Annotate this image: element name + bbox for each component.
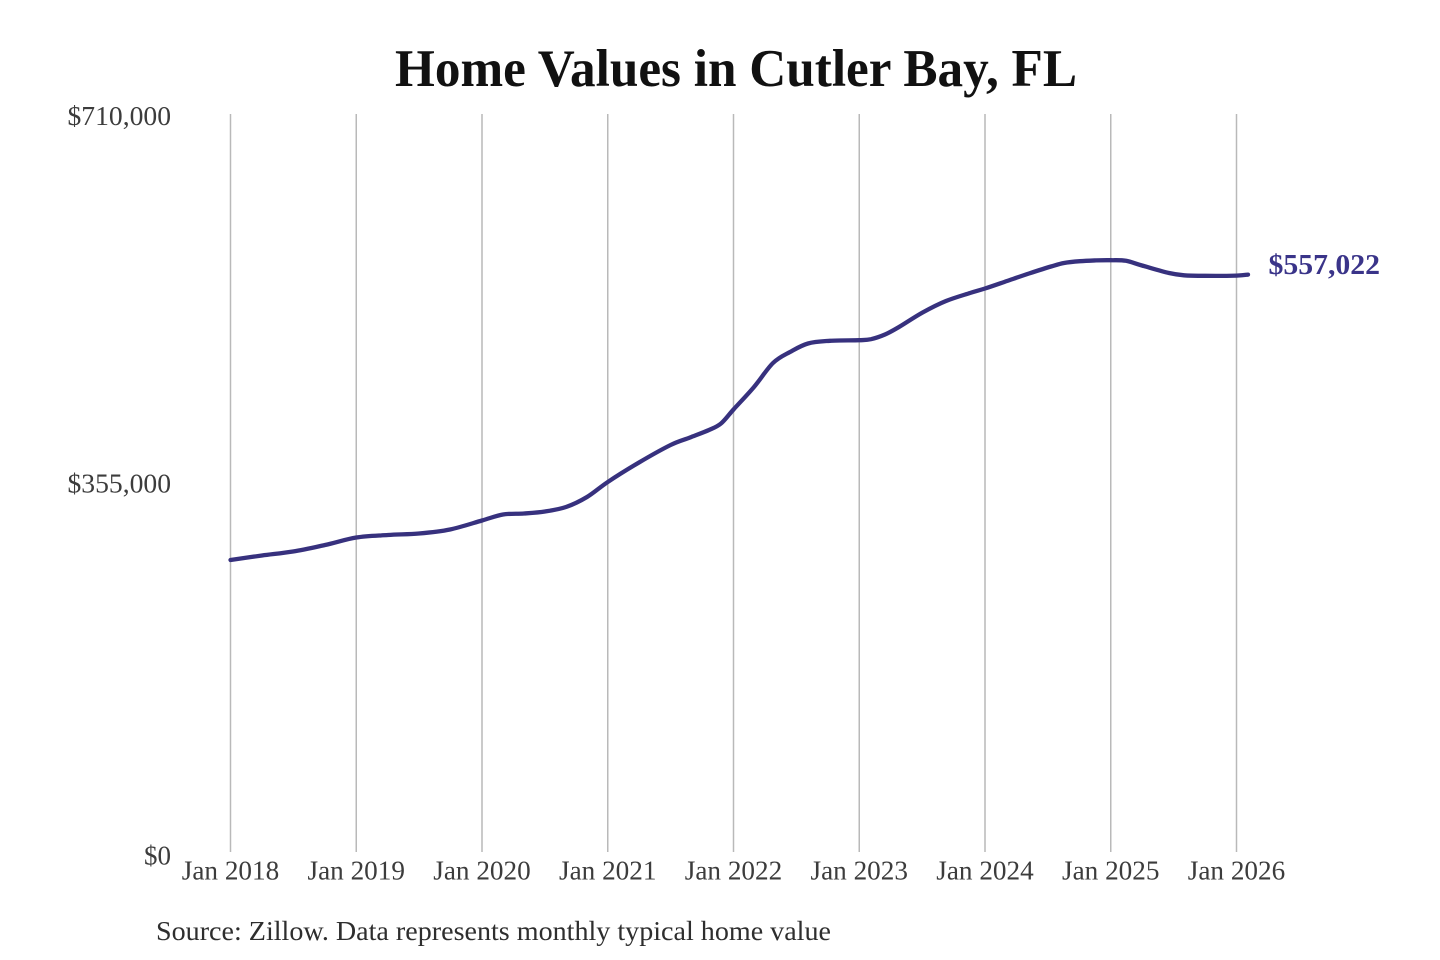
svg-text:$557,022: $557,022	[1269, 250, 1381, 281]
svg-text:Jan 2020: Jan 2020	[433, 856, 531, 886]
svg-text:Jan 2023: Jan 2023	[811, 856, 909, 886]
svg-text:Jan 2026: Jan 2026	[1188, 856, 1286, 886]
svg-text:$355,000: $355,000	[68, 469, 172, 499]
svg-text:Jan 2025: Jan 2025	[1062, 856, 1160, 886]
svg-text:Source: Zillow. Data represent: Source: Zillow. Data represents monthly …	[156, 916, 831, 946]
svg-text:Jan 2022: Jan 2022	[685, 856, 783, 886]
svg-text:Jan 2024: Jan 2024	[936, 856, 1034, 886]
svg-text:Jan 2018: Jan 2018	[182, 856, 280, 886]
svg-text:Jan 2021: Jan 2021	[559, 856, 657, 886]
svg-text:Jan 2019: Jan 2019	[308, 856, 406, 886]
svg-text:Home Values in Cutler Bay, FL: Home Values in Cutler Bay, FL	[395, 40, 1077, 98]
svg-text:$0: $0	[144, 841, 171, 871]
svg-text:$710,000: $710,000	[68, 101, 172, 131]
